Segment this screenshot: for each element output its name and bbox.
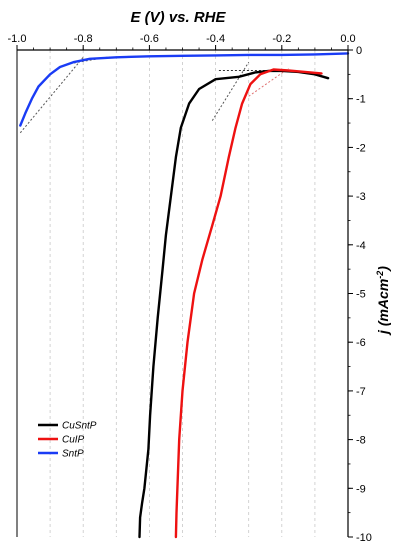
x-axis-title: E (V) vs. RHE (130, 9, 226, 26)
y-tick-label: -9 (356, 483, 366, 495)
legend-label: SntP (62, 449, 84, 460)
x-tick-label: 0.0 (340, 33, 355, 45)
x-tick-label: -0.6 (140, 33, 159, 45)
y-tick-label: -4 (356, 240, 366, 252)
y-tick-label: -1 (356, 94, 366, 106)
y-axis-title-sup: -2 (375, 271, 385, 279)
fit-lines (19, 56, 289, 134)
y-tick-label: 0 (356, 45, 362, 57)
y-tick-label: -2 (356, 142, 366, 154)
y-ticks: 0 -1 -2 -3 -4 -5 -6 -7 -8 -9 -10 (348, 45, 372, 544)
x-tick-label: -1.0 (8, 33, 27, 45)
x-tick-label: -0.8 (74, 33, 93, 45)
y-tick-label: -3 (356, 191, 366, 203)
y-axis-title-main: j (mAcm (375, 279, 391, 336)
fit-line (248, 68, 289, 97)
series-layer (19, 52, 350, 539)
x-tick-label: -0.4 (206, 33, 225, 45)
x-tick-label: -0.2 (272, 33, 291, 45)
fit-line (211, 61, 250, 121)
legend-label: CuSntP (62, 421, 97, 432)
series-line-SntP (19, 52, 350, 127)
series-line-CuIP (174, 68, 323, 539)
y-tick-label: -10 (356, 532, 372, 544)
y-axis-title-close: ) (375, 266, 391, 273)
y-tick-label: -5 (356, 289, 366, 301)
series-line-CuSntP (138, 69, 330, 539)
legend: CuSntP CuIP SntP (38, 421, 97, 460)
legend-label: CuIP (62, 435, 85, 446)
y-tick-label: -6 (356, 337, 366, 349)
y-tick-label: -7 (356, 386, 366, 398)
fit-line (19, 56, 84, 134)
x-ticks: -1.0 -0.8 -0.6 -0.4 -0.2 0.0 (8, 33, 356, 50)
y-axis-title: j (mAcm-2) (375, 266, 391, 336)
y-tick-label: -8 (356, 435, 366, 447)
